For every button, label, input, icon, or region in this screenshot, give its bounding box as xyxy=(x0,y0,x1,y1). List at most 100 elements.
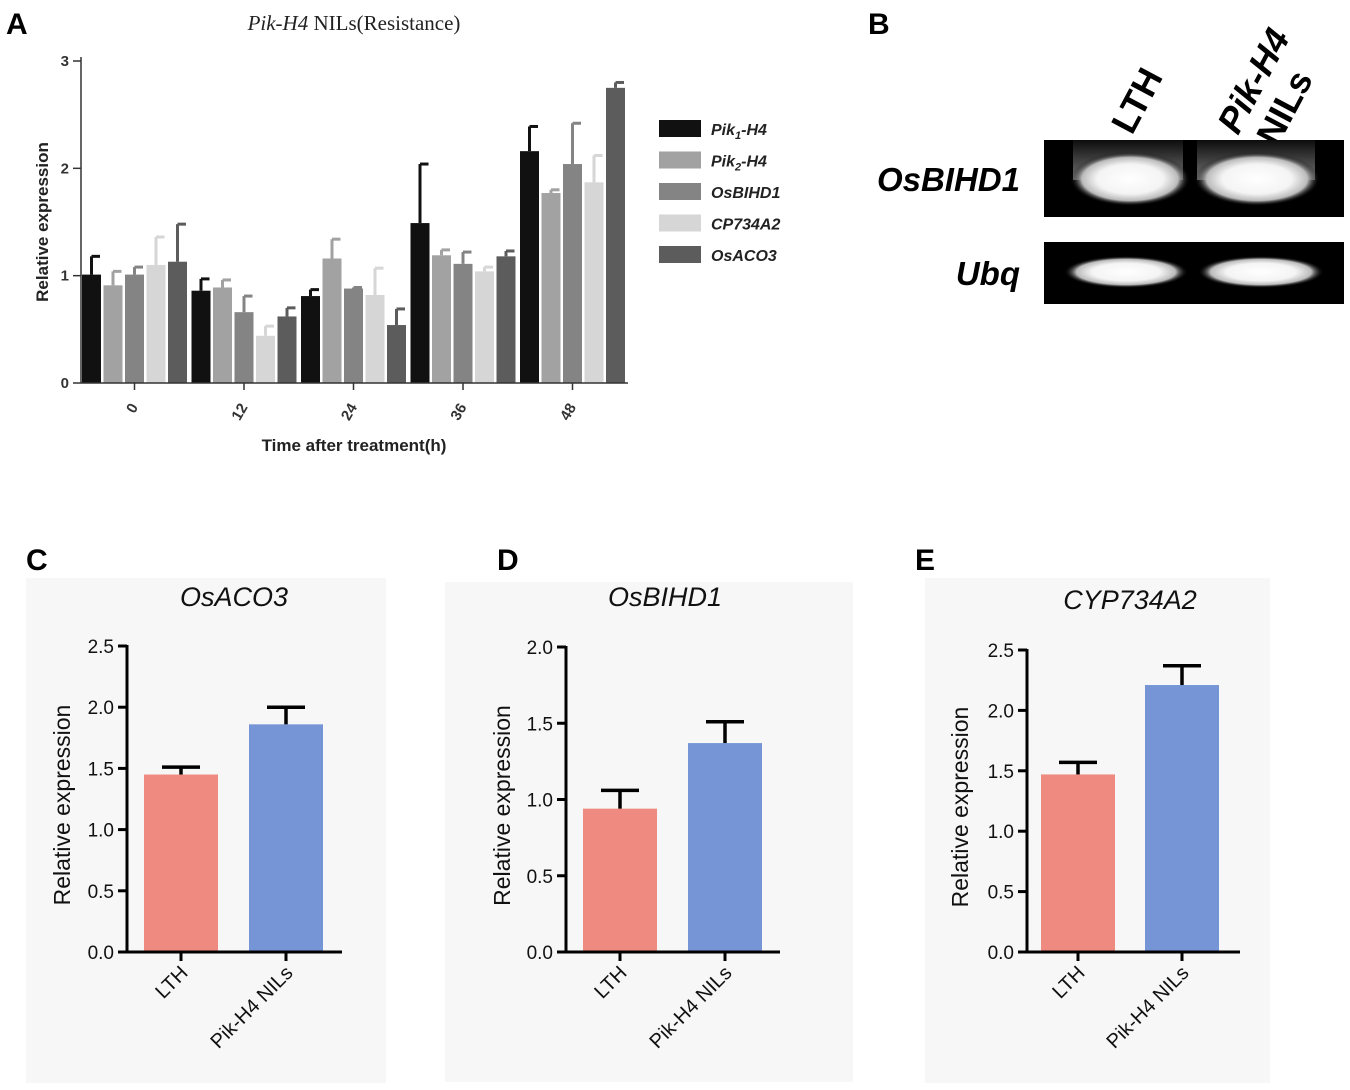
chart-a-legend-label: Pik2-H4 xyxy=(711,154,767,174)
panel-label-e: E xyxy=(915,544,935,577)
chart-a-y-tick-label: 2 xyxy=(61,160,69,177)
chart-a-bar xyxy=(213,287,232,383)
chart-e-title: CYP734A2 xyxy=(1063,585,1197,615)
gel-lane-label-nils: Pik-H4 NILs xyxy=(1209,13,1338,159)
chart-c-bar xyxy=(144,774,218,952)
chart-e-y-tick-label: 1.0 xyxy=(988,822,1014,843)
chart-a-bar xyxy=(496,256,516,383)
chart-a-legend-label-main: Pik xyxy=(711,122,736,139)
chart-a-bar xyxy=(541,193,561,383)
chart-e-y-tick-label: 0.5 xyxy=(988,883,1014,904)
chart-a-bar xyxy=(146,264,166,383)
chart-c-y-tick-label: 1.5 xyxy=(88,759,114,780)
chart-c-y-tick-label: 1.0 xyxy=(88,821,114,842)
chart-a-legend-label-rest: -H4 xyxy=(741,122,767,139)
panel-label-b: B xyxy=(868,8,890,41)
panel-label-a: A xyxy=(6,8,28,41)
chart-d-y-tick-label: 1.0 xyxy=(527,791,553,812)
chart-a-bar xyxy=(520,151,539,383)
chart-a-xlabel: Time after treatment(h) xyxy=(262,436,447,455)
panel-label-c: C xyxy=(26,544,48,577)
chart-a-x-tick-label: 48 xyxy=(557,401,580,424)
chart-c-y-tick-label: 2.0 xyxy=(88,698,114,719)
chart-a-legend-label-rest: -H4 xyxy=(741,154,767,171)
chart-a-legend-swatch xyxy=(659,151,701,169)
panel-label-d: D xyxy=(497,544,519,577)
chart-a-x-tick-label: 0 xyxy=(123,401,142,417)
chart-a-bar xyxy=(322,258,342,383)
chart-a-legend-label-sub: 2 xyxy=(734,162,741,174)
chart-a-legend-label: OsBIHD1 xyxy=(711,185,780,202)
chart-a-bar xyxy=(82,274,101,383)
chart-a-bar xyxy=(432,255,451,383)
chart-c-bar xyxy=(249,724,323,952)
chart-d-ylabel: Relative expression xyxy=(489,705,515,906)
chart-a-legend-label-main: Pik xyxy=(711,154,736,171)
chart-e-y-tick-label: 2.0 xyxy=(988,701,1014,722)
gel-row-label-ubq: Ubq xyxy=(956,255,1020,292)
chart-a-y-tick-label: 3 xyxy=(61,53,69,70)
chart-a-legend-swatch xyxy=(659,120,701,137)
chart-a-bar xyxy=(301,296,320,383)
chart-e-bar xyxy=(1145,685,1219,952)
chart-c-y-tick-label: 0.0 xyxy=(88,943,114,964)
gel-band-ubq-nils xyxy=(1198,256,1324,288)
chart-c-title: OsACO3 xyxy=(180,582,288,612)
chart-d-y-tick-label: 1.5 xyxy=(527,714,553,735)
chart-a-bar xyxy=(191,290,211,383)
chart-d-y-tick-label: 0.5 xyxy=(527,867,553,888)
chart-d-bar xyxy=(583,808,657,952)
chart-a-bar xyxy=(563,164,582,383)
chart-a-y-tick-label: 0 xyxy=(61,375,69,392)
chart-a-title-rest: NILs(Resistance) xyxy=(308,11,460,35)
chart-a-bar xyxy=(234,312,254,383)
chart-a-legend-label-main: OsACO3 xyxy=(711,248,777,265)
chart-a-bar xyxy=(453,263,473,383)
chart-a-bar xyxy=(387,325,406,383)
chart-e-y-tick-label: 2.5 xyxy=(988,641,1014,662)
chart-a-bar xyxy=(103,285,123,383)
chart-a-title-italic: Pik-H4 xyxy=(247,11,309,35)
chart-a-bar xyxy=(256,335,275,383)
chart-a-title: Pik-H4 NILs(Resistance) xyxy=(247,11,461,35)
chart-a-bar xyxy=(410,223,430,383)
chart-a-bar xyxy=(125,274,144,383)
chart-a-legend-swatch xyxy=(659,214,701,232)
chart-d-title: OsBIHD1 xyxy=(608,582,722,612)
gel-row-label-osbihd1: OsBIHD1 xyxy=(877,161,1020,198)
chart-a-legend-label-main: CP734A2 xyxy=(711,217,780,234)
chart-a-y-tick-label: 1 xyxy=(61,268,69,285)
chart-e-y-tick-label: 1.5 xyxy=(988,762,1014,783)
chart-a-legend-label-sub: 1 xyxy=(735,130,741,142)
chart-a-bar xyxy=(475,271,494,383)
chart-c-ylabel: Relative expression xyxy=(49,705,75,906)
chart-c-y-tick-label: 2.5 xyxy=(88,637,114,658)
gel-band-osbihd1-nils xyxy=(1194,152,1320,206)
chart-a-legend-swatch xyxy=(659,246,701,263)
chart-a-x-tick-label: 36 xyxy=(447,401,470,424)
chart-a-x-tick-label: 12 xyxy=(228,401,251,424)
chart-a-bar xyxy=(365,294,385,383)
chart-a-legend-label: OsACO3 xyxy=(711,248,777,265)
chart-a-legend-swatch xyxy=(659,183,701,200)
gel-band-osbihd1-lth xyxy=(1070,152,1190,206)
chart-c-y-tick-label: 0.5 xyxy=(88,882,114,903)
chart-a-bar xyxy=(277,316,297,383)
chart-a-bar xyxy=(168,261,187,383)
chart-d-y-tick-label: 0.0 xyxy=(527,943,553,964)
gel-panel: LTH Pik-H4 NILs OsBIHD1 Ubq xyxy=(877,13,1344,304)
chart-a-ylabel: Relative expression xyxy=(33,142,52,302)
chart-d-bar xyxy=(688,743,762,952)
chart-e-ylabel: Relative expression xyxy=(947,707,973,908)
chart-a-legend-label: Pik1-H4 xyxy=(711,122,767,142)
chart-a-bar xyxy=(606,87,625,383)
chart-a-x-tick-label: 24 xyxy=(338,400,361,424)
chart-a-bar xyxy=(344,288,363,383)
chart-d-y-tick-label: 2.0 xyxy=(527,638,553,659)
